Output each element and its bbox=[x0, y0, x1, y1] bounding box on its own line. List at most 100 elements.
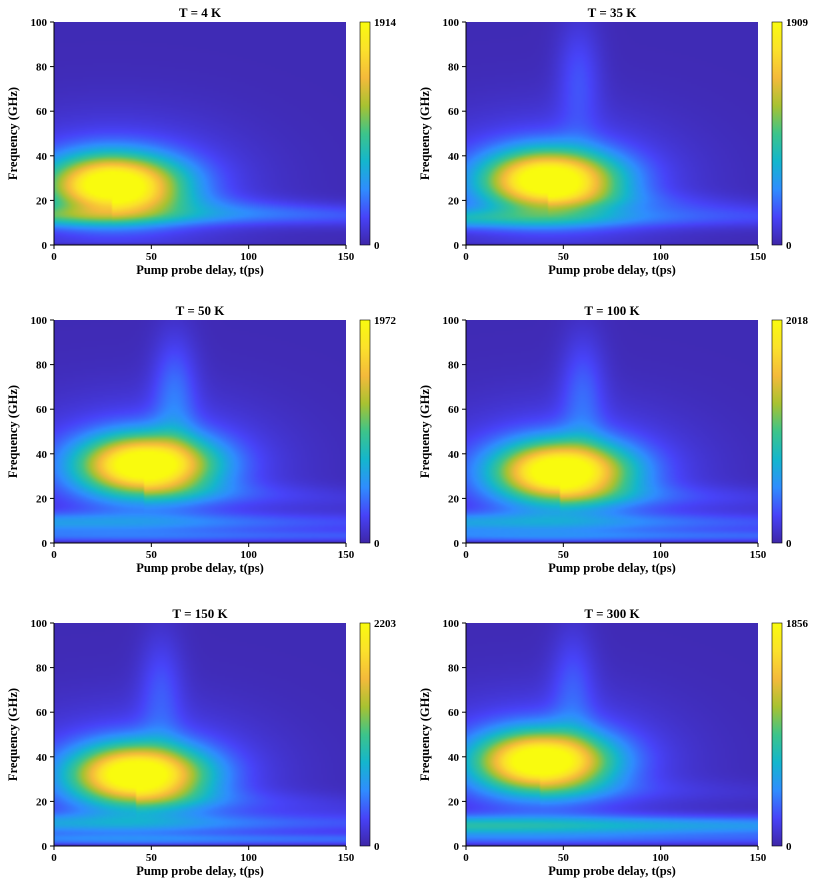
y-axis-label: Frequency (GHz) bbox=[418, 688, 432, 781]
colorbar bbox=[359, 622, 371, 847]
y-tick-label: 20 bbox=[36, 493, 48, 505]
y-tick-label: 100 bbox=[443, 618, 460, 630]
colorbar-max-label: 1972 bbox=[374, 315, 397, 327]
colorbar-min-label: 0 bbox=[786, 240, 792, 252]
x-tick-label: 100 bbox=[240, 549, 257, 561]
y-tick-label: 100 bbox=[443, 315, 460, 327]
colorbar-max-label: 1909 bbox=[786, 17, 809, 29]
colorbar-min-label: 0 bbox=[374, 240, 380, 252]
y-tick-label: 80 bbox=[36, 62, 48, 74]
y-tick-label: 80 bbox=[36, 360, 48, 372]
heatmap-image bbox=[54, 22, 346, 245]
y-tick-label: 100 bbox=[31, 315, 48, 327]
x-tick-label: 150 bbox=[338, 549, 355, 561]
x-tick-label: 50 bbox=[558, 852, 570, 864]
heatmap-image bbox=[54, 623, 346, 846]
x-axis-label: Pump probe delay, t(ps) bbox=[548, 263, 676, 277]
y-axis-label: Frequency (GHz) bbox=[6, 385, 20, 478]
colorbar bbox=[771, 319, 783, 544]
y-tick-label: 80 bbox=[36, 663, 48, 675]
y-axis-label: Frequency (GHz) bbox=[6, 87, 20, 180]
y-tick-label: 60 bbox=[36, 106, 48, 118]
x-tick-label: 0 bbox=[51, 549, 57, 561]
x-tick-label: 100 bbox=[652, 549, 669, 561]
colorbar bbox=[771, 622, 783, 847]
panel-title: T = 150 K bbox=[172, 606, 228, 621]
x-tick-label: 50 bbox=[558, 549, 570, 561]
y-tick-label: 100 bbox=[443, 17, 460, 29]
colorbar-min-label: 0 bbox=[374, 841, 380, 853]
x-tick-label: 0 bbox=[463, 549, 469, 561]
y-tick-label: 0 bbox=[454, 240, 460, 252]
heatmap-panel-6: 0 50 100 150 0 20 40 60 80 100 T = 300 K Pump probe… bbox=[418, 606, 809, 878]
x-axis-label: Pump probe delay, t(ps) bbox=[548, 864, 676, 878]
y-tick-label: 60 bbox=[448, 404, 460, 416]
y-tick-label: 0 bbox=[454, 841, 460, 853]
panel-title: T = 35 K bbox=[588, 5, 638, 20]
y-tick-label: 100 bbox=[31, 618, 48, 630]
panel-title: T = 100 K bbox=[584, 303, 640, 318]
x-tick-label: 150 bbox=[750, 549, 767, 561]
colorbar bbox=[359, 21, 371, 246]
y-tick-label: 20 bbox=[36, 796, 48, 808]
x-tick-label: 0 bbox=[463, 251, 469, 263]
heatmap-image bbox=[466, 623, 758, 846]
colorbar-max-label: 1914 bbox=[374, 17, 397, 29]
x-tick-label: 100 bbox=[240, 852, 257, 864]
y-tick-label: 20 bbox=[448, 195, 460, 207]
y-tick-label: 80 bbox=[448, 62, 460, 74]
x-tick-label: 100 bbox=[652, 852, 669, 864]
y-tick-label: 40 bbox=[36, 151, 48, 163]
x-tick-label: 50 bbox=[146, 251, 158, 263]
heatmap-panel-5: 0 50 100 150 0 20 40 60 80 100 T = 150 K Pump probe… bbox=[6, 606, 397, 878]
x-tick-label: 0 bbox=[51, 852, 57, 864]
y-tick-label: 40 bbox=[448, 752, 460, 764]
x-tick-label: 0 bbox=[51, 251, 57, 263]
colorbar-min-label: 0 bbox=[374, 538, 380, 550]
x-tick-label: 50 bbox=[146, 549, 158, 561]
colorbar-min-label: 0 bbox=[786, 538, 792, 550]
x-tick-label: 150 bbox=[338, 852, 355, 864]
colorbar bbox=[359, 319, 371, 544]
heatmap-panel-4: 0 50 100 150 0 20 40 60 80 100 T = 100 K Pump probe… bbox=[418, 303, 809, 575]
y-tick-label: 80 bbox=[448, 663, 460, 675]
panel-title: T = 4 K bbox=[179, 5, 222, 20]
x-tick-label: 150 bbox=[338, 251, 355, 263]
colorbar-min-label: 0 bbox=[786, 841, 792, 853]
x-tick-label: 100 bbox=[652, 251, 669, 263]
y-tick-label: 20 bbox=[448, 796, 460, 808]
y-tick-label: 40 bbox=[36, 752, 48, 764]
y-tick-label: 0 bbox=[454, 538, 460, 550]
x-axis-label: Pump probe delay, t(ps) bbox=[136, 561, 264, 575]
x-tick-label: 100 bbox=[240, 251, 257, 263]
x-tick-label: 50 bbox=[558, 251, 570, 263]
colorbar-max-label: 2203 bbox=[374, 618, 397, 630]
y-tick-label: 80 bbox=[448, 360, 460, 372]
y-tick-label: 40 bbox=[36, 449, 48, 461]
colorbar-max-label: 1856 bbox=[786, 618, 809, 630]
y-tick-label: 40 bbox=[448, 151, 460, 163]
heatmap-image bbox=[466, 320, 758, 543]
y-tick-label: 20 bbox=[448, 493, 460, 505]
y-tick-label: 40 bbox=[448, 449, 460, 461]
y-tick-label: 20 bbox=[36, 195, 48, 207]
panel-title: T = 300 K bbox=[584, 606, 640, 621]
panel-title: T = 50 K bbox=[176, 303, 226, 318]
heatmap-image bbox=[466, 22, 758, 245]
y-tick-label: 60 bbox=[36, 707, 48, 719]
y-axis-label: Frequency (GHz) bbox=[6, 688, 20, 781]
heatmap-panel-3: 0 50 100 150 0 20 40 60 80 100 T = 50 K Pump probe … bbox=[6, 303, 397, 575]
colorbar bbox=[771, 21, 783, 246]
y-tick-label: 0 bbox=[42, 240, 48, 252]
x-tick-label: 150 bbox=[750, 251, 767, 263]
y-tick-label: 100 bbox=[31, 17, 48, 29]
x-tick-label: 50 bbox=[146, 852, 158, 864]
y-tick-label: 0 bbox=[42, 841, 48, 853]
x-tick-label: 0 bbox=[463, 852, 469, 864]
x-tick-label: 150 bbox=[750, 852, 767, 864]
y-tick-label: 60 bbox=[448, 106, 460, 118]
y-axis-label: Frequency (GHz) bbox=[418, 87, 432, 180]
heatmap-panel-1: 0 50 100 150 0 20 40 60 80 100 T = 4 K Pump probe d… bbox=[6, 5, 397, 277]
x-axis-label: Pump probe delay, t(ps) bbox=[136, 263, 264, 277]
